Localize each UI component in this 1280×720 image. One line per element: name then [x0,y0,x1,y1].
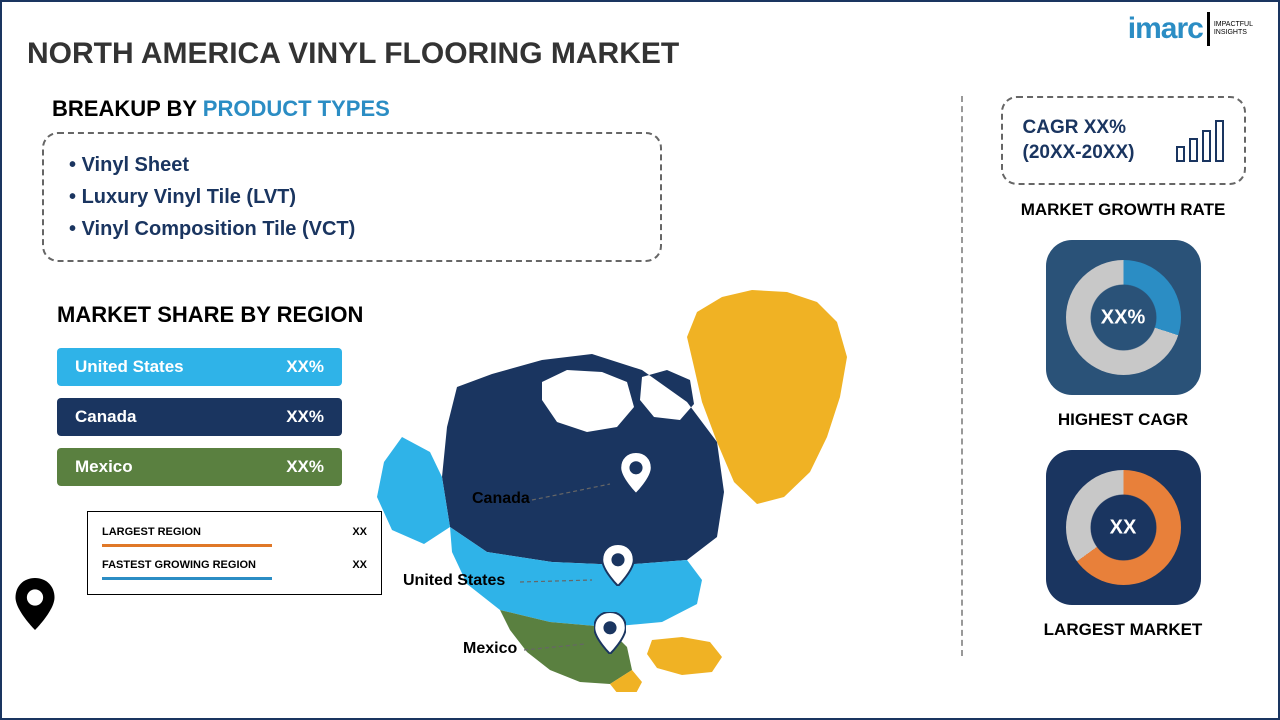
cagr-box: CAGR XX% (20XX-20XX) [1001,96,1246,185]
breakup-heading: BREAKUP BY PRODUCT TYPES [52,96,931,122]
region-bar-us: United States XX% [57,348,342,386]
right-column: CAGR XX% (20XX-20XX) MARKET GROWTH RATE … [963,96,1253,660]
map-pin-icon [602,544,634,586]
donut-chart: XX [1066,470,1181,585]
legend-box: LARGEST REGION XX FASTEST GROWING REGION… [87,511,382,595]
product-types-box: • Vinyl Sheet • Luxury Vinyl Tile (LVT) … [42,132,662,262]
logo-tagline: IMPACTFUL INSIGHTS [1214,21,1253,36]
page-title: NORTH AMERICA VINYL FLOORING MARKET [27,37,1253,71]
donut-value: XX [1110,516,1137,539]
product-item: • Luxury Vinyl Tile (LVT) [69,181,635,213]
bar-chart-icon [1176,120,1224,162]
region-bar-canada: Canada XX% [57,398,342,436]
map-label-us: United States [403,572,505,590]
region-bar-mexico: Mexico XX% [57,448,342,486]
cagr-text: CAGR XX% (20XX-20XX) [1023,116,1135,165]
logo-divider [1207,12,1210,46]
logo-text: imarc [1128,12,1203,46]
highest-cagr-label: HIGHEST CAGR [1058,410,1188,430]
legend-line [102,544,272,547]
map-pin-icon [620,452,652,494]
largest-market-card: XX [1046,450,1201,605]
map-caribbean [647,637,722,675]
region-bars: United States XX% Canada XX% Mexico XX% [57,348,342,486]
highest-cagr-card: XX% [1046,240,1201,395]
legend-line [102,577,272,580]
map-canada [442,354,724,565]
donut-chart: XX% [1066,260,1181,375]
left-column: BREAKUP BY PRODUCT TYPES • Vinyl Sheet •… [27,96,961,660]
map-pin-icon [594,612,626,654]
product-item: • Vinyl Composition Tile (VCT) [69,213,635,245]
map-alaska [377,437,450,544]
map-label-mexico: Mexico [463,640,517,658]
growth-rate-label: MARKET GROWTH RATE [1021,200,1226,220]
donut-value: XX% [1101,306,1145,329]
location-pin-icon [14,578,56,630]
north-america-map: Canada United States Mexico [342,282,872,692]
legend-row: FASTEST GROWING REGION XX [102,559,367,571]
brand-logo: imarc IMPACTFUL INSIGHTS [1128,12,1253,46]
largest-market-label: LARGEST MARKET [1044,620,1203,640]
product-item: • Vinyl Sheet [69,149,635,181]
legend-row: LARGEST REGION XX [102,526,367,538]
map-label-canada: Canada [472,490,530,508]
